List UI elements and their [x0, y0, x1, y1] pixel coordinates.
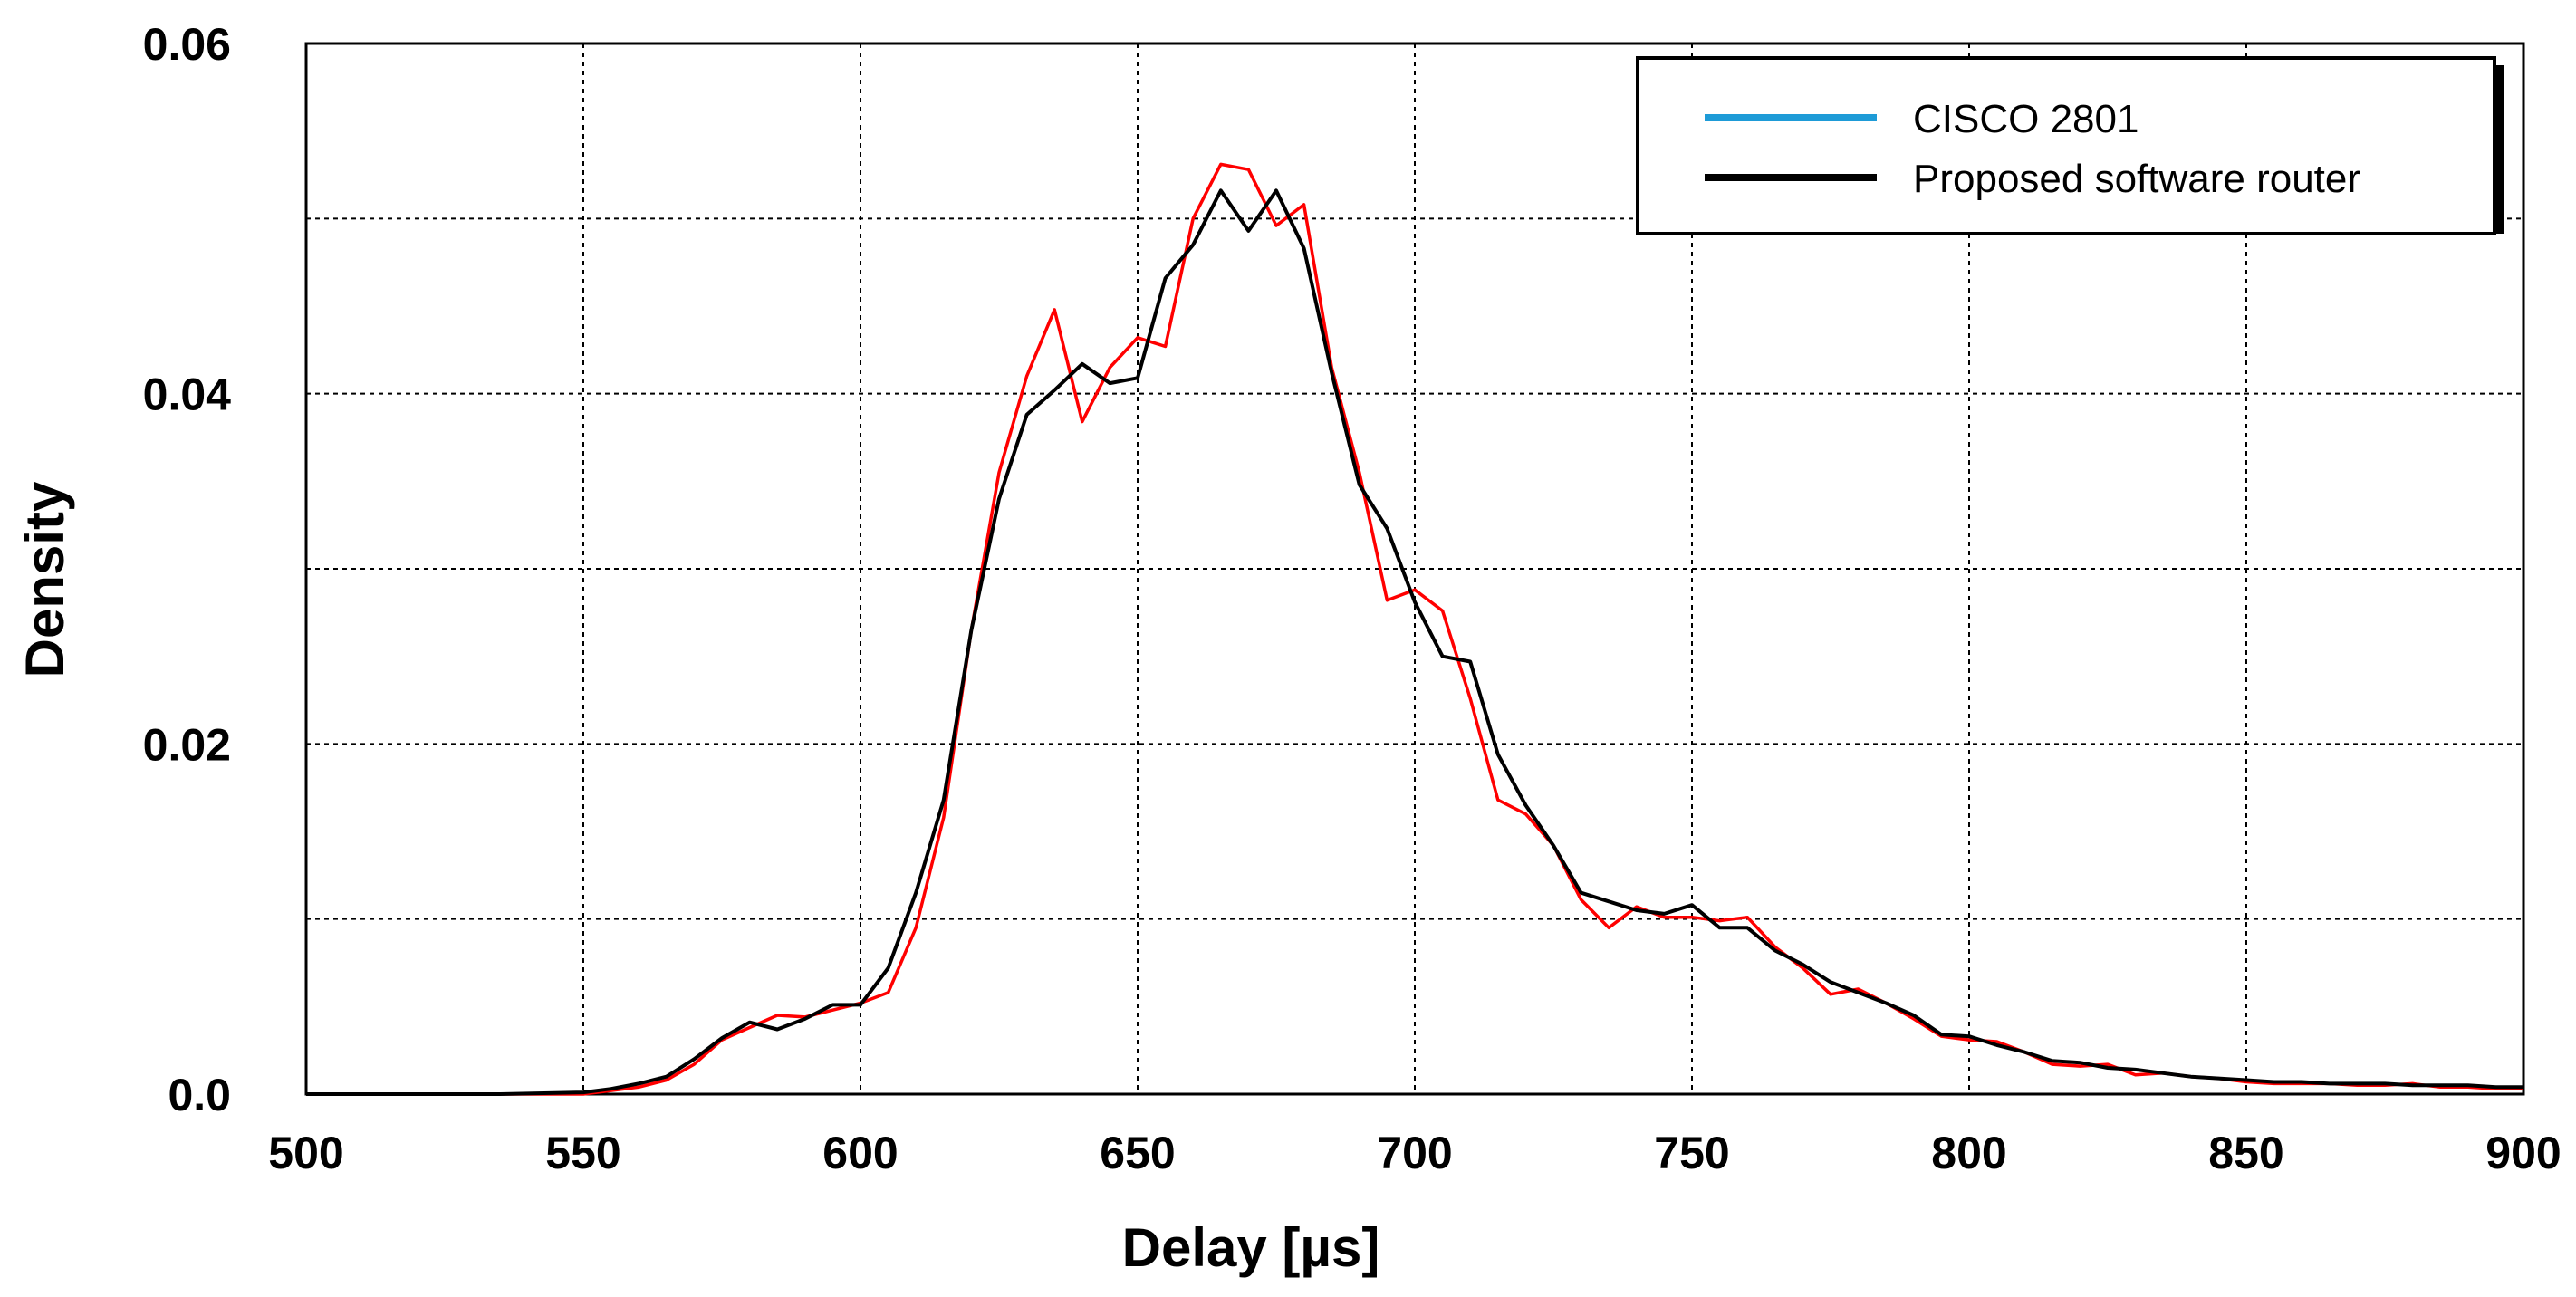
x-tick-label: 550 [545, 1128, 620, 1178]
x-tick-label: 800 [1931, 1128, 2006, 1178]
series-line-proposed [306, 188, 2523, 1096]
x-tick-label: 600 [822, 1128, 898, 1178]
legend-label-proposed: Proposed software router [1913, 157, 2360, 201]
x-axis-label: Delay [µs] [1122, 1217, 1380, 1278]
plot-area-frame [304, 42, 2525, 1096]
y-tick-label: 0.04 [143, 370, 232, 420]
tick-labels: 500 550 600 650 700 750 800 850 900 0.0 0.02 0.04 0.… [143, 19, 2562, 1178]
y-tick-label: 0.02 [143, 719, 231, 770]
x-tick-label: 750 [1654, 1128, 1729, 1178]
x-tick-label: 650 [1100, 1128, 1175, 1178]
x-tick-label: 500 [268, 1128, 343, 1178]
x-tick-label: 700 [1377, 1128, 1452, 1178]
legend-box [1636, 56, 2496, 235]
x-tick-label: 900 [2485, 1128, 2561, 1178]
legend-label-cisco: CISCO 2801 [1913, 97, 2139, 141]
y-axis-label: Density [14, 481, 75, 677]
y-tick-label: 0.06 [143, 19, 231, 70]
series-lines [306, 162, 2523, 1096]
x-tick-label: 850 [2208, 1128, 2283, 1178]
grid-lines [306, 43, 2523, 1094]
legend: CISCO 2801 Proposed software router [1636, 56, 2504, 235]
y-tick-label: 0.0 [168, 1070, 231, 1120]
